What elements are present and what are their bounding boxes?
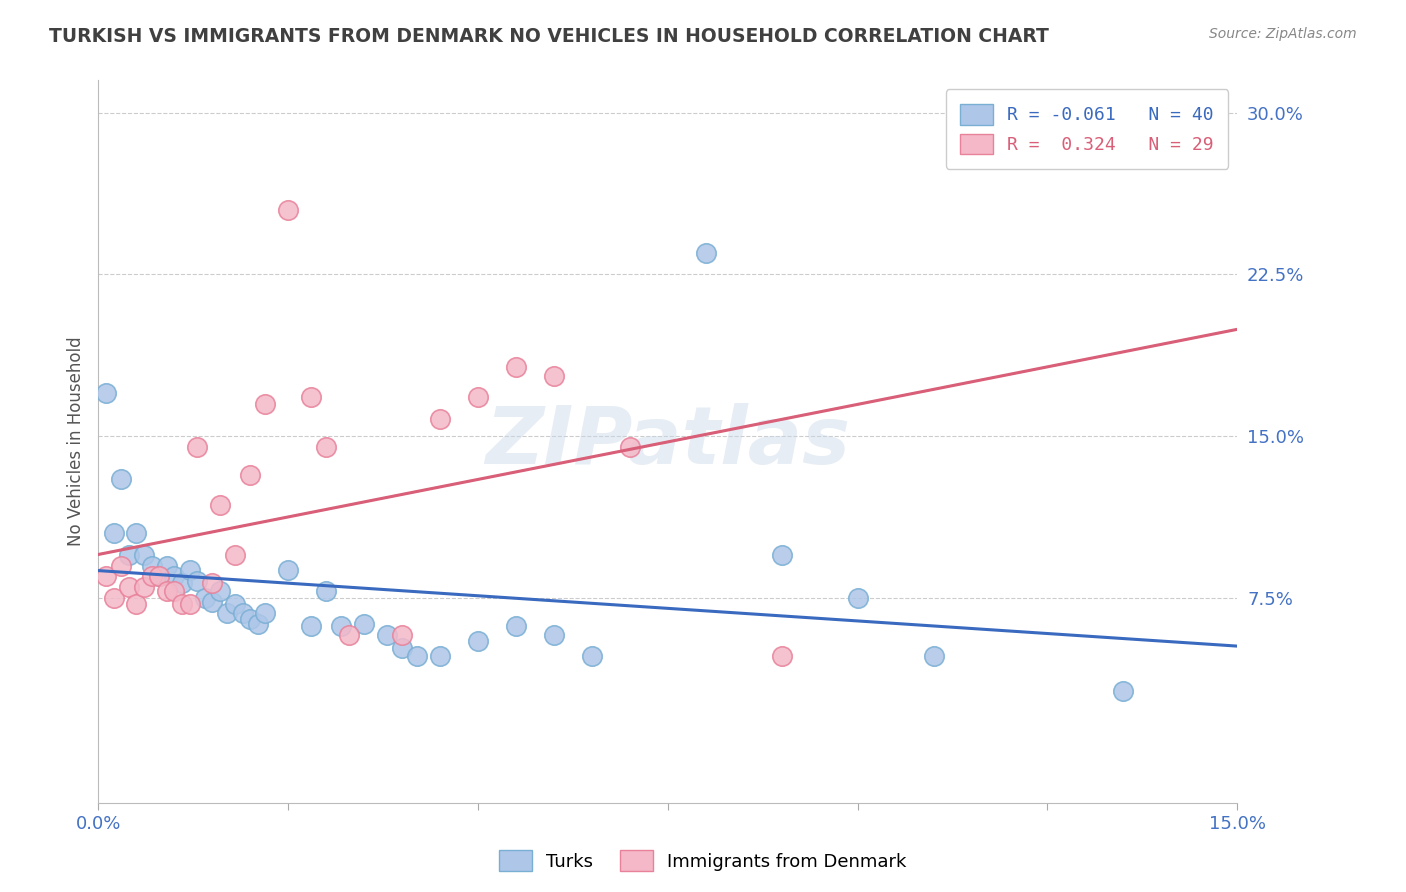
Point [239,467,262,482]
Point [156,558,179,573]
Point [467,390,489,404]
Point [299,619,322,633]
Point [330,619,353,633]
Point [429,412,451,426]
Point [179,598,201,612]
Point [770,548,793,562]
Point [156,584,179,599]
Point [467,634,489,648]
Point [208,498,231,512]
Point [581,649,603,664]
Point [103,591,125,605]
Point [118,580,141,594]
Point [201,595,224,609]
Point [254,606,277,620]
Point [543,627,565,641]
Point [619,440,641,454]
Point [125,526,148,541]
Point [170,575,193,590]
Text: Source: ZipAtlas.com: Source: ZipAtlas.com [1209,27,1357,41]
Point [254,397,277,411]
Point [186,574,208,588]
Point [239,612,262,626]
Point [94,569,117,583]
Point [125,598,148,612]
Point [163,584,186,599]
Point [406,649,429,664]
Point [232,606,254,620]
Point [846,591,869,605]
Point [224,548,246,562]
Point [770,649,793,664]
Point [103,526,125,541]
Point [148,569,170,583]
Point [132,548,155,562]
Point [194,591,217,605]
Point [277,563,299,577]
Legend: R = -0.061   N = 40, R =  0.324   N = 29: R = -0.061 N = 40, R = 0.324 N = 29 [946,89,1229,169]
Point [429,649,451,664]
Point [505,360,527,375]
Y-axis label: No Vehicles in Household: No Vehicles in Household [66,336,84,547]
Point [505,619,527,633]
Point [110,472,132,486]
Point [132,580,155,594]
Point [391,640,413,655]
Point [179,563,201,577]
Point [201,575,224,590]
Point [94,386,117,401]
Point [277,202,299,217]
Point [353,616,375,631]
Point [315,584,337,599]
Point [141,569,163,583]
Point [375,627,398,641]
Point [186,440,208,454]
Point [695,245,717,260]
Text: TURKISH VS IMMIGRANTS FROM DENMARK NO VEHICLES IN HOUSEHOLD CORRELATION CHART: TURKISH VS IMMIGRANTS FROM DENMARK NO VE… [49,27,1049,45]
Point [170,598,193,612]
Point [391,627,413,641]
Point [217,606,239,620]
Point [118,548,141,562]
Point [246,616,269,631]
Legend: Turks, Immigrants from Denmark: Turks, Immigrants from Denmark [492,843,914,879]
Point [1112,683,1135,698]
Point [163,569,186,583]
Point [110,558,132,573]
Point [148,569,170,583]
Point [315,440,337,454]
Point [208,584,231,599]
Point [337,627,360,641]
Point [922,649,945,664]
Point [141,558,163,573]
Point [224,598,246,612]
Text: ZIPatlas: ZIPatlas [485,402,851,481]
Point [543,368,565,383]
Point [299,390,322,404]
